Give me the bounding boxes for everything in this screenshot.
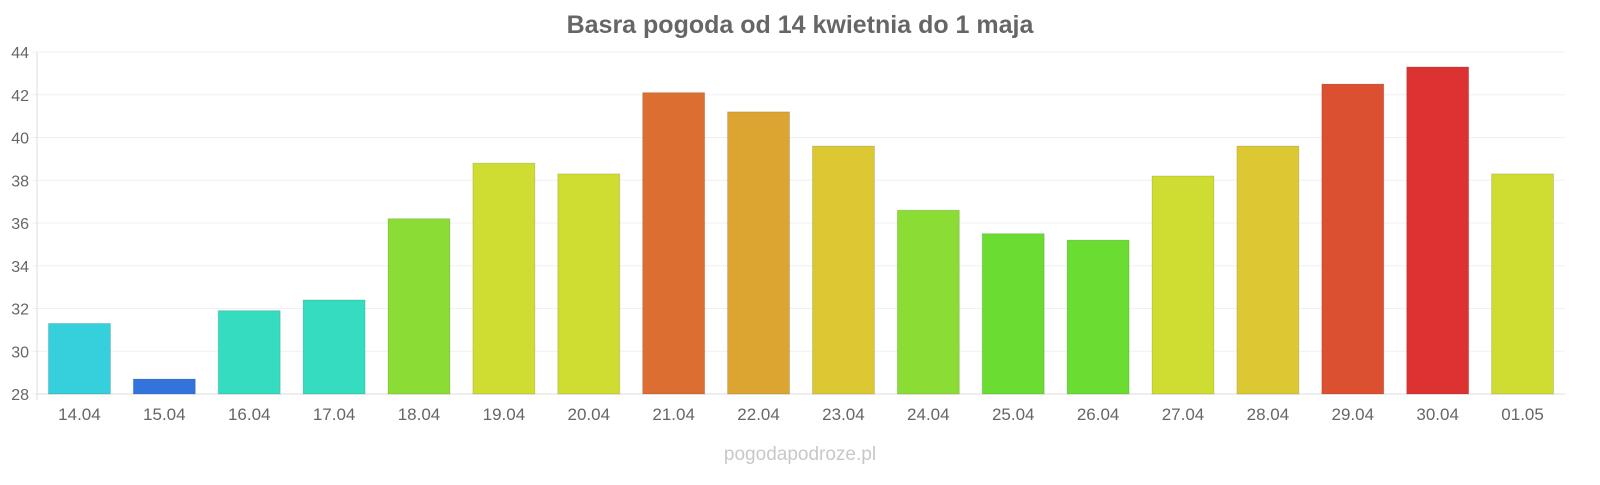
x-tick-label: 17.04 bbox=[313, 405, 356, 424]
bar-23.04 bbox=[811, 145, 875, 395]
x-tick-label: 14.04 bbox=[58, 405, 101, 424]
x-tick-label: 25.04 bbox=[992, 405, 1035, 424]
x-tick-label: 30.04 bbox=[1416, 405, 1459, 424]
x-tick-label: 28.04 bbox=[1247, 405, 1290, 424]
y-tick-label: 32 bbox=[11, 302, 29, 319]
y-tick-label: 44 bbox=[11, 45, 29, 62]
bar-26.04 bbox=[1066, 239, 1130, 395]
bar-15.04 bbox=[132, 378, 196, 395]
x-tick-label: 21.04 bbox=[652, 405, 695, 424]
bar-30.04 bbox=[1406, 66, 1470, 395]
x-tick-label: 26.04 bbox=[1077, 405, 1120, 424]
y-tick-label: 40 bbox=[11, 131, 29, 148]
bar-20.04 bbox=[557, 173, 621, 395]
x-tick-label: 18.04 bbox=[398, 405, 441, 424]
x-tick-label: 23.04 bbox=[822, 405, 865, 424]
bar-28.04 bbox=[1236, 145, 1300, 395]
x-tick-label: 24.04 bbox=[907, 405, 950, 424]
y-tick-label: 38 bbox=[11, 173, 29, 190]
bar-27.04 bbox=[1151, 175, 1215, 395]
x-tick-label: 19.04 bbox=[483, 405, 526, 424]
bar-29.04 bbox=[1321, 83, 1385, 395]
x-tick-label: 22.04 bbox=[737, 405, 780, 424]
bar-16.04 bbox=[217, 310, 281, 395]
bar-01.05 bbox=[1491, 173, 1555, 395]
bar-21.04 bbox=[642, 92, 706, 395]
y-tick-label: 34 bbox=[11, 259, 29, 276]
bar-18.04 bbox=[387, 218, 451, 395]
x-tick-label: 27.04 bbox=[1162, 405, 1205, 424]
x-tick-label: 20.04 bbox=[568, 405, 611, 424]
x-tick-label: 29.04 bbox=[1332, 405, 1375, 424]
bar-14.04 bbox=[47, 322, 111, 395]
x-tick-label: 01.05 bbox=[1501, 405, 1544, 424]
x-tick-label: 16.04 bbox=[228, 405, 271, 424]
watermark: pogodapodroze.pl bbox=[724, 444, 876, 465]
bar-19.04 bbox=[472, 162, 536, 395]
y-tick-label: 30 bbox=[11, 344, 29, 361]
y-tick-label: 28 bbox=[11, 387, 29, 404]
bar-22.04 bbox=[727, 111, 791, 395]
y-tick-label: 42 bbox=[11, 88, 29, 105]
bar-24.04 bbox=[896, 209, 960, 395]
y-tick-label: 36 bbox=[11, 216, 29, 233]
x-tick-label: 15.04 bbox=[143, 405, 186, 424]
bar-17.04 bbox=[302, 299, 366, 395]
bar-25.04 bbox=[981, 233, 1045, 395]
chart-title: Basra pogoda od 14 kwietnia do 1 maja bbox=[567, 11, 1035, 39]
